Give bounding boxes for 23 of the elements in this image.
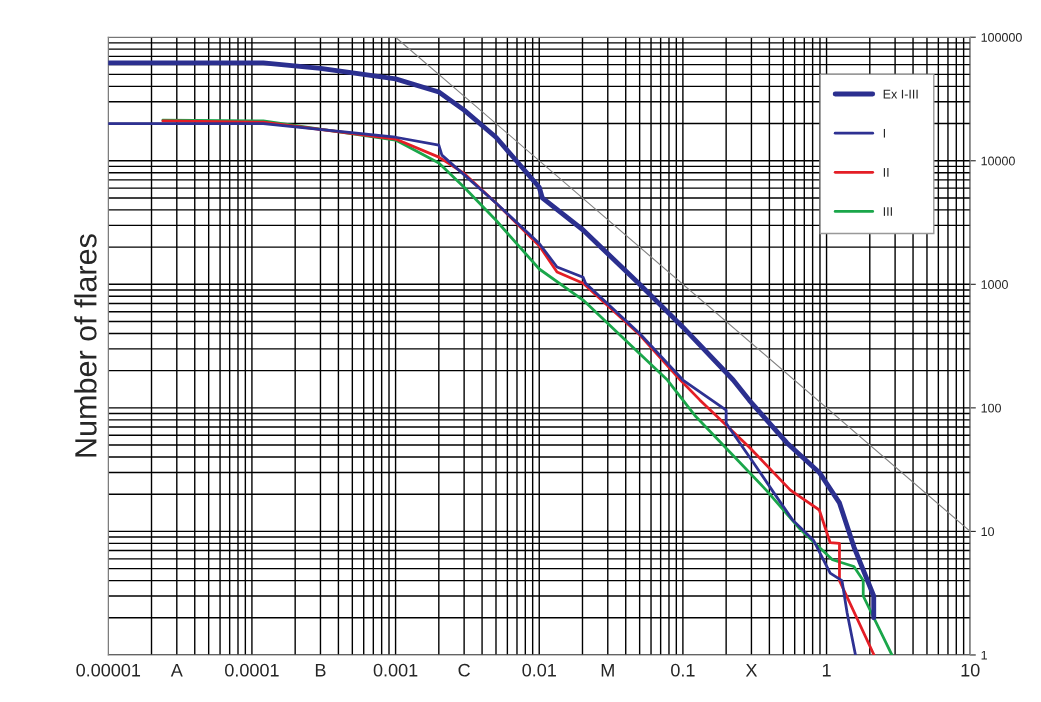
y-tick-label: 10 bbox=[981, 527, 995, 537]
legend-label: Ex I-III bbox=[883, 89, 918, 99]
y-tick-label: 1 bbox=[981, 650, 987, 660]
x-tick-label: 0.01 bbox=[522, 663, 556, 677]
y-tick-label: 10000 bbox=[981, 156, 1015, 166]
x-tick-label: B bbox=[315, 663, 326, 677]
x-tick-label: A bbox=[170, 663, 183, 677]
x-tick-label: 0.001 bbox=[373, 663, 418, 677]
legend-label: III bbox=[883, 207, 892, 216]
x-tick-label: X bbox=[745, 663, 758, 677]
y-tick-label: 100000 bbox=[981, 33, 1022, 42]
y-tick-label: 1000 bbox=[981, 280, 1008, 289]
x-tick-label: 0.00001 bbox=[76, 663, 141, 677]
x-tick-label: 1 bbox=[822, 663, 831, 677]
y-axis-title: Number of flares bbox=[74, 234, 97, 457]
x-tick-label: 0.0001 bbox=[225, 663, 279, 677]
x-tick-label: M bbox=[601, 663, 614, 677]
x-tick-label: 0.1 bbox=[671, 663, 695, 677]
legend-label: II bbox=[883, 168, 889, 177]
x-tick-label: C bbox=[458, 663, 470, 677]
legend-label: I bbox=[883, 128, 885, 138]
y-tick-label: 100 bbox=[981, 403, 1001, 413]
x-tick-label: 10 bbox=[961, 663, 980, 677]
